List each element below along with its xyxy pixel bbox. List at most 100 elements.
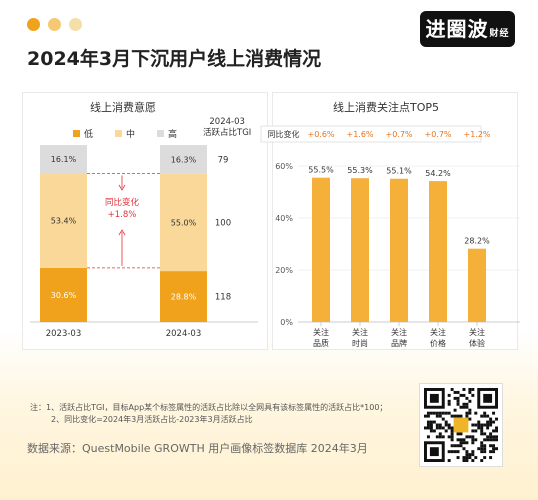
qr-module <box>486 420 490 424</box>
qr-module <box>453 414 457 418</box>
qr-module <box>459 438 463 442</box>
qr-module <box>441 426 445 430</box>
x-tick-label: 2023-03 <box>46 329 82 339</box>
qr-module <box>480 432 484 436</box>
bar-value-label: 28.2% <box>464 237 490 246</box>
qr-module <box>438 423 442 427</box>
qr-module <box>450 435 454 439</box>
qr-module <box>456 432 460 436</box>
segment-label: 30.6% <box>51 291 77 300</box>
qr-module <box>453 444 457 448</box>
qr-module <box>486 423 490 427</box>
dot-2 <box>48 18 61 31</box>
tgi-header-line1: 2024-03 <box>209 117 245 127</box>
qr-module <box>462 459 466 462</box>
qr-module <box>438 432 442 436</box>
change-row-label: 同比变化 <box>268 129 300 139</box>
legend-item-high: 高 <box>157 127 177 140</box>
qr-module <box>432 429 436 433</box>
legend-swatch-low <box>73 130 80 137</box>
bar-1 <box>312 177 330 322</box>
qr-module <box>468 417 472 421</box>
x-tick-label: 价格 <box>430 338 446 348</box>
change-value: +1.2% <box>463 130 490 139</box>
qr-module <box>426 426 430 430</box>
qr-module <box>492 411 496 415</box>
qr-module <box>447 426 451 430</box>
x-tick-label: 关注 <box>352 327 368 337</box>
qr-module <box>474 429 478 433</box>
bar-segment-low-2024-03 <box>160 271 207 322</box>
y-tick-label: 0% <box>280 318 293 327</box>
logo-subtext: 财经 <box>489 29 510 39</box>
qr-module <box>453 396 457 400</box>
change-value: +0.7% <box>424 130 451 139</box>
tgi-value: 79 <box>218 155 229 165</box>
qr-module <box>450 388 454 391</box>
footnotes: 注：1、活跃占比TGI，目标App某个标签属性的活跃占比除以全网具有该标签属性的… <box>30 402 387 426</box>
bar-segment-low-2023-03 <box>40 267 87 322</box>
qr-module <box>483 432 487 436</box>
qr-module <box>471 441 475 445</box>
y-tick-label: 20% <box>275 266 293 275</box>
qr-module <box>456 402 460 406</box>
qr-module <box>489 438 493 442</box>
qr-module <box>492 450 496 454</box>
qr-module <box>462 405 466 409</box>
qr-module <box>424 426 427 430</box>
legend-item-low: 低 <box>73 127 93 140</box>
qr-module <box>486 435 490 439</box>
qr-module <box>465 459 469 462</box>
change-annotation-label: 同比变化 <box>105 197 140 208</box>
qr-module <box>468 388 472 391</box>
qr-module <box>483 444 487 448</box>
qr-module <box>492 435 496 439</box>
qr-module <box>483 411 487 415</box>
dot-1 <box>27 18 40 31</box>
tgi-value: 100 <box>215 218 231 228</box>
qr-code[interactable] <box>419 383 503 467</box>
segment-label: 16.3% <box>171 155 197 164</box>
legend-swatch-mid <box>115 130 123 137</box>
qr-module <box>465 405 469 409</box>
qr-module <box>426 423 430 427</box>
qr-pattern <box>424 388 498 462</box>
qr-module <box>474 456 478 460</box>
tgi-header-line2: 活跃占比TGI <box>203 128 252 138</box>
qr-module <box>471 453 475 457</box>
qr-module <box>492 447 496 451</box>
qr-module <box>444 423 448 427</box>
change-value: +0.6% <box>307 130 334 139</box>
qr-module <box>489 420 493 424</box>
bar-3 <box>390 178 408 322</box>
legend-label-mid: 中 <box>126 130 136 140</box>
qr-module <box>450 432 454 436</box>
qr-module <box>489 444 493 448</box>
qr-module <box>495 438 498 442</box>
data-source: 数据来源：QuestMobile GROWTH 用户画像标签数据库 2024年3… <box>27 442 368 455</box>
qr-module <box>447 393 451 397</box>
qr-module <box>480 414 484 418</box>
qr-module <box>492 438 496 442</box>
bar-segment-mid-2023-03 <box>40 173 87 268</box>
qr-module <box>426 435 430 439</box>
qr-module <box>492 444 496 448</box>
qr-module <box>474 411 478 415</box>
qr-module <box>456 450 460 454</box>
qr-module <box>450 426 454 430</box>
qr-module <box>471 438 475 442</box>
qr-module <box>444 420 448 424</box>
qr-module <box>465 450 469 454</box>
qr-module <box>447 411 451 415</box>
bar-segment-mid-2024-03 <box>160 173 207 272</box>
qr-module <box>459 405 463 409</box>
qr-module <box>456 444 460 448</box>
qr-module <box>450 444 454 448</box>
change-row <box>260 125 482 143</box>
segment-label: 53.4% <box>51 217 77 226</box>
qr-module <box>450 414 454 418</box>
qr-module <box>471 429 475 433</box>
qr-module <box>435 411 439 415</box>
bar-value-label: 54.2% <box>425 169 451 178</box>
